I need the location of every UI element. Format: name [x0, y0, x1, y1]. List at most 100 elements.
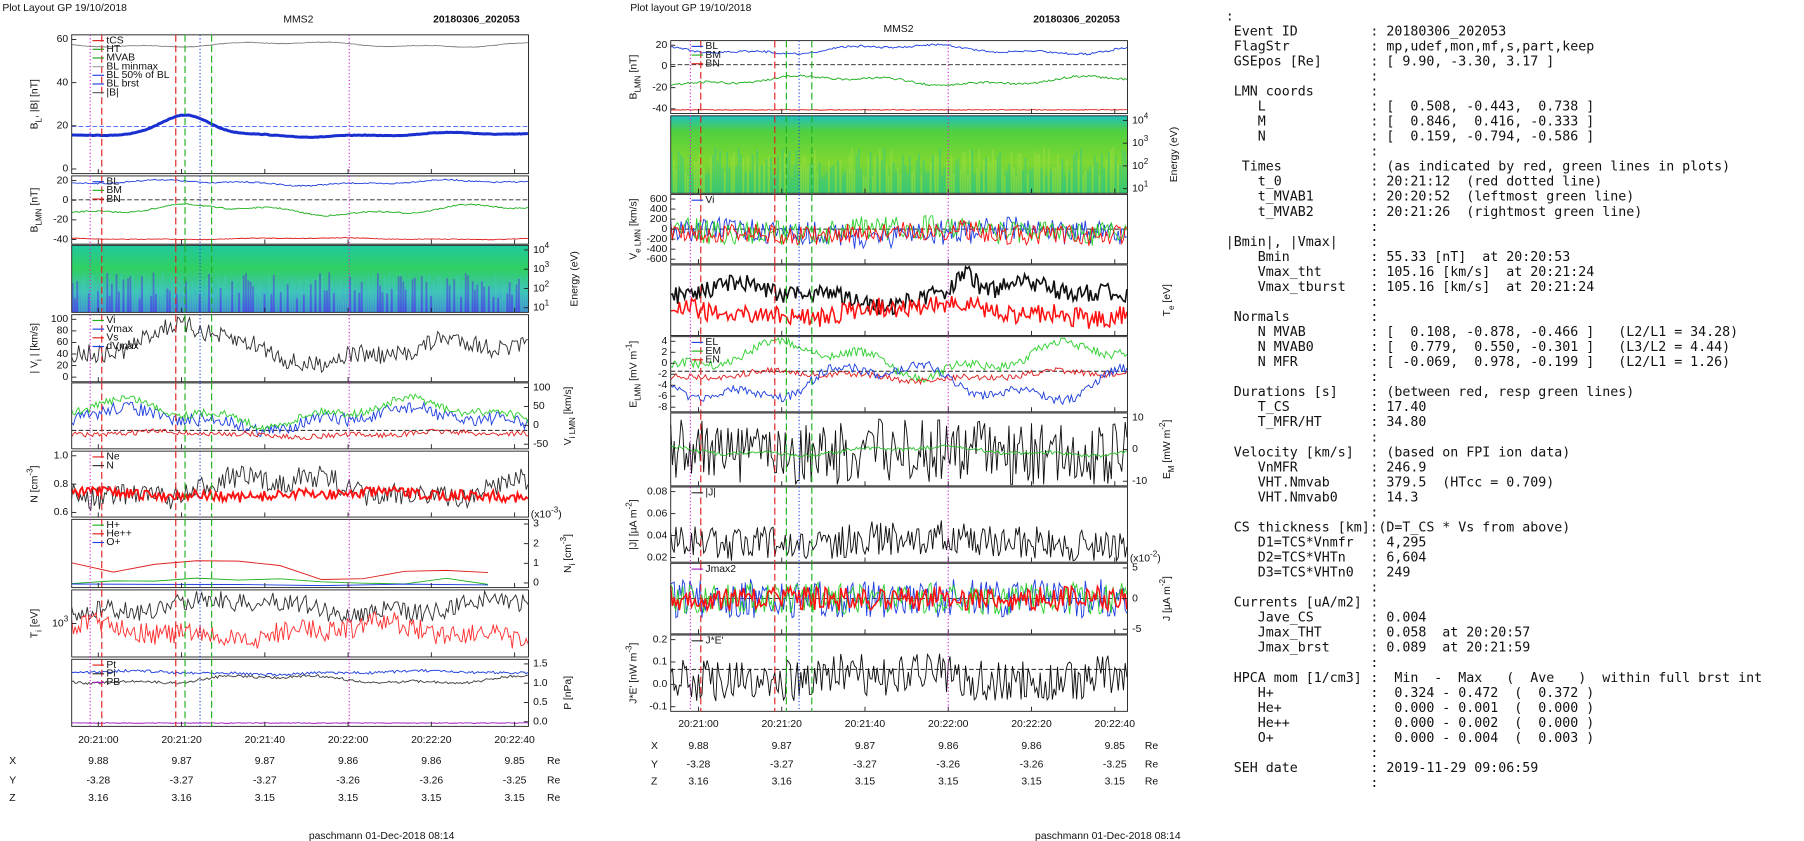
ephemeris-value: -3.26	[936, 759, 960, 770]
summary-value: :	[1370, 370, 1378, 385]
spectrogram-stripe	[476, 284, 479, 313]
spectrogram-stripe	[467, 275, 469, 313]
spectrogram-stripe	[363, 289, 365, 313]
spectrogram-stripe	[222, 284, 224, 313]
spectrogram-stripe	[261, 296, 264, 313]
tick-exponent: 4	[1144, 111, 1149, 120]
ephemeris-value: -3.25	[1103, 759, 1127, 770]
event-id: 20180306_202053	[1033, 15, 1120, 26]
summary-value: : 0.089 at 20:21:59	[1370, 641, 1530, 656]
summary-value: : 20:21:26 (rightmost green line)	[1370, 205, 1642, 220]
spectrogram-stripe	[871, 175, 874, 194]
spectrogram-stripe	[788, 150, 791, 194]
spectrogram-stripe	[233, 278, 236, 313]
spectrogram-stripe	[714, 147, 717, 194]
trace	[71, 589, 529, 624]
spectrogram-stripe	[932, 155, 934, 194]
label-part: ]	[628, 642, 639, 645]
label-part: (x10	[531, 509, 551, 520]
spectrogram-stripe	[1036, 154, 1038, 194]
time-tick-label: 20:22:20	[411, 735, 452, 746]
spectrogram-stripe	[506, 293, 509, 313]
spectrogram-stripe	[795, 150, 798, 194]
spectrogram-stripe	[1121, 149, 1124, 194]
ephemeris-value: 9.86	[421, 756, 441, 767]
trace	[670, 265, 1128, 316]
spectrogram-stripe	[793, 164, 796, 194]
spectrogram-stripe	[934, 155, 937, 194]
label-part: E	[1162, 472, 1173, 479]
spectrogram-stripe	[259, 285, 261, 313]
ephemeris-value: 3.15	[1105, 777, 1125, 788]
trace	[71, 583, 489, 587]
y-axis-label: J*E' [nW m-3]	[624, 642, 639, 703]
spectrogram-stripe	[867, 156, 870, 194]
plot-layout-note: Plot layout GP 19/10/2018	[630, 3, 751, 14]
spectrogram-stripe	[497, 297, 499, 313]
spectrogram-stripe	[430, 296, 432, 313]
summary-label: VHT.Nmvab	[1226, 475, 1330, 490]
spectrogram-stripe	[400, 276, 402, 313]
y-tick-label: 50	[533, 401, 545, 412]
panel	[670, 412, 1128, 487]
y-tick-label: 60	[57, 337, 69, 348]
spectrogram-stripe	[726, 152, 728, 194]
trace	[71, 428, 528, 441]
spectrogram-stripe	[862, 175, 865, 194]
spectrogram-stripe	[939, 148, 941, 194]
label-part: V	[628, 253, 639, 260]
spectrogram-stripe	[178, 286, 180, 313]
spectrogram-stripe	[474, 289, 476, 313]
spectrogram-stripe	[779, 169, 782, 194]
spectrogram-stripe	[781, 149, 784, 194]
spectrogram-stripe	[1075, 150, 1078, 194]
y-tick-label: 2	[661, 347, 667, 358]
spectrogram-stripe	[922, 159, 925, 194]
legend-entry: N	[106, 460, 114, 471]
spectrogram-stripe	[885, 163, 888, 194]
label-part: (x10	[1130, 553, 1150, 564]
spectrogram-stripe	[985, 157, 987, 194]
label-part: [eV]	[29, 609, 40, 630]
ephemeris-coord: X	[651, 741, 658, 752]
spectrogram-stripe	[333, 293, 335, 313]
legend-entry: He++	[106, 529, 131, 540]
summary-label: T_CS	[1226, 400, 1290, 415]
spectrogram-stripe	[992, 149, 994, 194]
spectrogram-stripe	[966, 174, 969, 194]
summary-label: H+	[1226, 686, 1274, 701]
spectrogram-stripe	[816, 172, 819, 194]
spectrogram-stripe	[346, 297, 349, 313]
probe-name: MMS2	[283, 15, 313, 26]
summary-value: : (as indicated by red, green lines in p…	[1370, 160, 1730, 175]
spectrogram-stripe	[1001, 168, 1004, 194]
spectrogram-stripe	[1026, 174, 1029, 194]
spectrogram-stripe	[157, 287, 160, 313]
spectrogram-stripe	[684, 171, 687, 194]
spectrogram-stripe	[1006, 171, 1008, 194]
spectrogram-stripe	[758, 166, 761, 194]
summary-value: : 0.000 - 0.001 ( 0.000 )	[1370, 701, 1594, 716]
y-axis-label: Ve LMN [km/s]	[628, 198, 642, 259]
axis-multiplier: (x10-2)	[1130, 549, 1161, 564]
summary-value: : 0.058 at 20:20:57	[1370, 626, 1530, 641]
panel-frame	[71, 589, 529, 658]
spectrogram-stripe	[205, 278, 208, 313]
y-tick-label: 0	[1132, 444, 1138, 455]
spectrogram-stripe	[945, 161, 948, 194]
panel	[670, 486, 1128, 563]
spectrogram-stripe	[1117, 164, 1119, 194]
spectrogram-stripe	[689, 155, 691, 194]
summary-label: T_MFR/HT	[1226, 415, 1322, 430]
y-tick-label: 0.5	[533, 697, 548, 708]
spectrogram-stripe	[1077, 160, 1080, 194]
summary-label: VnMFR	[1226, 460, 1298, 475]
spectrogram-stripe	[908, 156, 911, 194]
spectrogram-stripe	[948, 175, 950, 194]
summary-value: :	[1370, 220, 1378, 235]
trace	[670, 74, 1128, 87]
panel	[71, 589, 529, 658]
spectrogram-stripe	[148, 277, 150, 313]
spectrogram-stripe	[818, 161, 821, 194]
spectrogram-stripe	[980, 172, 983, 194]
